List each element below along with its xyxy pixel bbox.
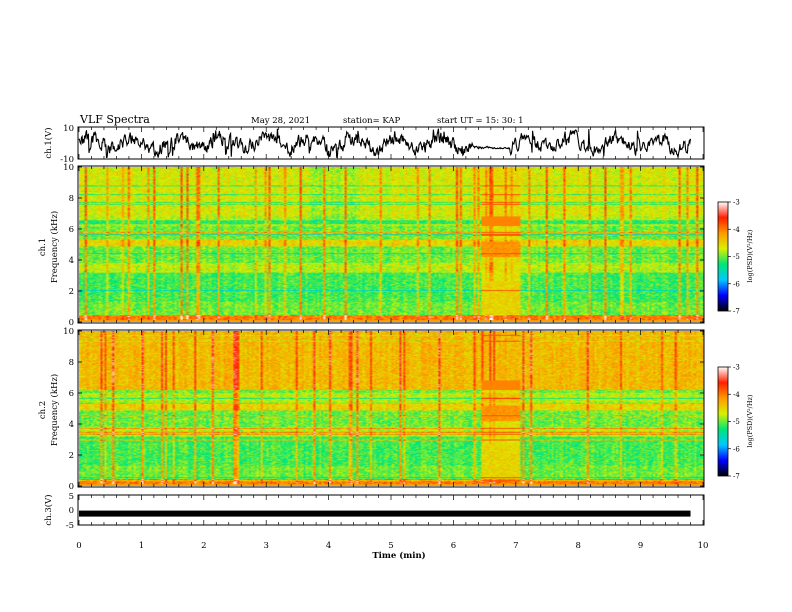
ch2-colorbar: -3 -4 -5 -6 -7 log(PSD)(V²/Hz) — [717, 364, 754, 481]
colorbar-tick-label: -5 — [733, 253, 740, 261]
figure-title: VLF Spectra — [79, 113, 150, 126]
colorbar-tick-label: -4 — [733, 391, 740, 399]
ch1-waveform-ylabel: ch.1(V) — [43, 127, 54, 158]
colorbar-tick-label: -6 — [733, 280, 740, 288]
colorbar-tick-label: -5 — [733, 418, 740, 426]
ch1-spectrogram-ylabel-freq: Frequency (kHz) — [49, 211, 60, 283]
station-label: station= KAP — [343, 116, 401, 126]
ch1-colorbar-ticks: -3 -4 -5 -6 -7 — [728, 199, 740, 316]
x-tick-label: 5 — [388, 541, 393, 551]
x-axis-label: Time (min) — [372, 550, 425, 561]
ch3-waveform-ylabel: ch.3(V) — [43, 494, 54, 525]
ch2-colorbar-gradient — [717, 366, 729, 477]
spectrogram-ytick-label: 10 — [63, 163, 74, 173]
x-tick-label: 10 — [698, 541, 709, 551]
colorbar-tick-label: -6 — [733, 445, 740, 453]
ch1-spectrogram-image — [79, 167, 704, 322]
colorbar-tick-label: -7 — [733, 473, 740, 481]
x-tick-label: 6 — [451, 541, 456, 551]
start-time-label: start UT = 15: 30: 1 — [437, 116, 524, 126]
ch2-spectrogram-ylabel-channel: ch.2 — [38, 401, 48, 419]
spectrogram-ytick-label: 4 — [69, 256, 74, 266]
x-tick-label: 9 — [638, 541, 643, 551]
ch1-colorbar: -3 -4 -5 -6 -7 log(PSD)(V²/Hz) — [717, 199, 754, 316]
x-axis-tick-labels: 0 1 2 3 4 5 6 7 8 9 10 — [76, 541, 708, 551]
x-tick-label: 4 — [326, 541, 331, 551]
ch2-spectrogram-ylabel-freq: Frequency (kHz) — [49, 374, 60, 446]
ch3-ytick-mid: 0 — [69, 506, 74, 516]
spectrogram-ytick-label: 2 — [69, 287, 74, 297]
ch1-colorbar-label: log(PSD)(V²/Hz) — [746, 229, 754, 282]
x-axis-ticks — [78, 127, 704, 525]
ch1-colorbar-gradient — [717, 201, 729, 312]
x-tick-label: 3 — [263, 541, 268, 551]
spectrogram-ytick-label: 8 — [69, 358, 74, 368]
spectrogram-ytick-label: 10 — [63, 327, 74, 337]
ch2-colorbar-label: log(PSD)(V²/Hz) — [746, 394, 754, 447]
ch1-spectrogram-panel: 0 2 4 6 8 10 ch.1 Frequency (kHz) — [38, 163, 705, 328]
spectrogram-ytick-label: 2 — [69, 451, 74, 461]
x-tick-label: 7 — [513, 541, 518, 551]
ch2-colorbar-ticks: -3 -4 -5 -6 -7 — [728, 364, 740, 481]
x-tick-label: 0 — [76, 541, 81, 551]
spectrogram-ytick-label: 4 — [69, 420, 74, 430]
spectrogram-ytick-label: 8 — [69, 194, 74, 204]
ch3-ytick-top: 5 — [69, 492, 74, 502]
spectrogram-ytick-label: 6 — [69, 225, 74, 235]
ch1-ytick-bottom: -10 — [60, 155, 74, 165]
ch3-waveform-line — [79, 510, 691, 517]
colorbar-tick-label: -3 — [733, 364, 740, 372]
colorbar-tick-label: -4 — [733, 226, 740, 234]
date-label: May 28, 2021 — [251, 116, 310, 126]
ch3-ytick-bottom: -5 — [66, 521, 74, 531]
x-tick-label: 2 — [201, 541, 206, 551]
spectrogram-ytick-label: 6 — [69, 389, 74, 399]
ch1-spectrogram-yticks: 0 2 4 6 8 10 — [63, 163, 704, 328]
ch3-waveform-panel: 5 0 -5 ch.3(V) — [43, 492, 705, 531]
colorbar-tick-label: -7 — [733, 308, 740, 316]
ch2-spectrogram-panel: 0 2 4 6 8 10 ch.2 Frequency (kHz) — [38, 327, 705, 492]
colorbar-tick-label: -3 — [733, 199, 740, 207]
ch1-spectrogram-ylabel-channel: ch.1 — [38, 238, 48, 256]
ch1-waveform-line — [78, 128, 692, 159]
x-tick-label: 1 — [139, 541, 144, 551]
ch2-spectrogram-image — [79, 331, 704, 486]
ch2-spectrogram-yticks: 0 2 4 6 8 10 — [63, 327, 704, 492]
spectrogram-ytick-label: 0 — [69, 318, 74, 328]
ch1-waveform-panel: 10 -10 ch.1(V) — [43, 124, 705, 165]
x-tick-label: 8 — [575, 541, 580, 551]
ch1-ytick-top: 10 — [63, 124, 74, 134]
spectrogram-ytick-label: 0 — [69, 482, 74, 492]
